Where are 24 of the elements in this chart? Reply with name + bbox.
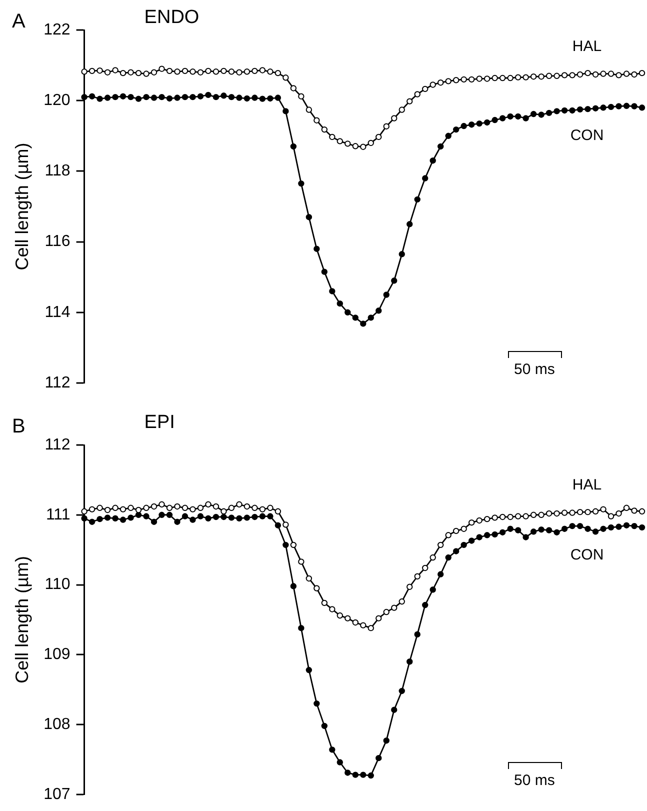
text: A bbox=[12, 10, 26, 33]
y-tick-label: 109 bbox=[44, 646, 70, 664]
y-tick-label: 110 bbox=[44, 576, 70, 594]
y-tick-label: 116 bbox=[44, 233, 70, 250]
annotation: 50 ms bbox=[514, 772, 555, 790]
annotation: 50 ms bbox=[514, 361, 555, 378]
y-tick-label: 114 bbox=[44, 304, 70, 321]
chart-title: EPI bbox=[144, 412, 175, 434]
y-axis-title: Cell length (µm) bbox=[12, 556, 32, 684]
y-tick-label: 122 bbox=[44, 21, 70, 38]
series-label: CON bbox=[570, 546, 604, 564]
series-label: CON bbox=[570, 126, 604, 144]
y-tick-label: 111 bbox=[46, 506, 70, 524]
y-tick-label: 108 bbox=[44, 716, 70, 733]
y-tick-label: 112 bbox=[44, 374, 70, 392]
y-axis-title: Cell length (µm) bbox=[12, 142, 32, 270]
series-label: HAL bbox=[572, 476, 602, 494]
chart-title: ENDO bbox=[144, 7, 200, 28]
series-label: HAL bbox=[572, 38, 602, 56]
y-tick-label: 118 bbox=[44, 162, 70, 180]
y-tick-label: 107 bbox=[44, 786, 70, 803]
y-tick-label: 112 bbox=[44, 436, 70, 454]
text: B bbox=[12, 416, 26, 438]
y-tick-label: 120 bbox=[44, 92, 70, 110]
